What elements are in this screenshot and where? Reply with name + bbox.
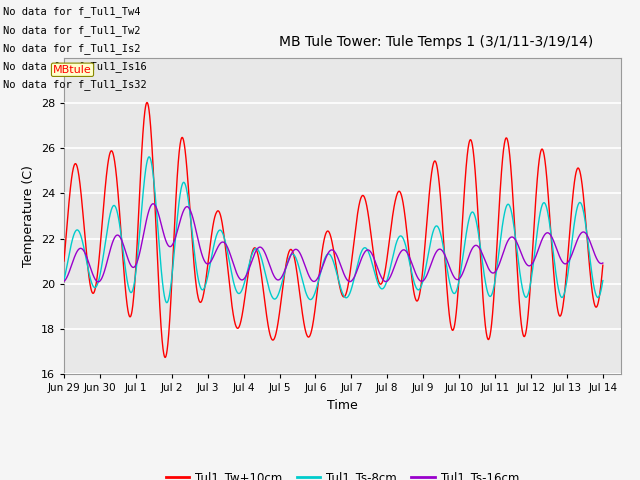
Y-axis label: Temperature (C): Temperature (C) <box>22 165 35 267</box>
Text: MB Tule Tower: Tule Temps 1 (3/1/11-3/19/14): MB Tule Tower: Tule Temps 1 (3/1/11-3/19… <box>278 36 593 49</box>
Text: No data for f_Tul1_Tw2: No data for f_Tul1_Tw2 <box>3 24 141 36</box>
Text: No data for f_Tul1_Tw4: No data for f_Tul1_Tw4 <box>3 6 141 17</box>
Text: No data for f_Tul1_Is32: No data for f_Tul1_Is32 <box>3 79 147 90</box>
Text: No data for f_Tul1_Is2: No data for f_Tul1_Is2 <box>3 43 141 54</box>
Text: No data for f_Tul1_Is16: No data for f_Tul1_Is16 <box>3 61 147 72</box>
X-axis label: Time: Time <box>327 399 358 412</box>
Legend: Tul1_Tw+10cm, Tul1_Ts-8cm, Tul1_Ts-16cm: Tul1_Tw+10cm, Tul1_Ts-8cm, Tul1_Ts-16cm <box>161 467 524 480</box>
Text: MBtule: MBtule <box>53 65 92 75</box>
